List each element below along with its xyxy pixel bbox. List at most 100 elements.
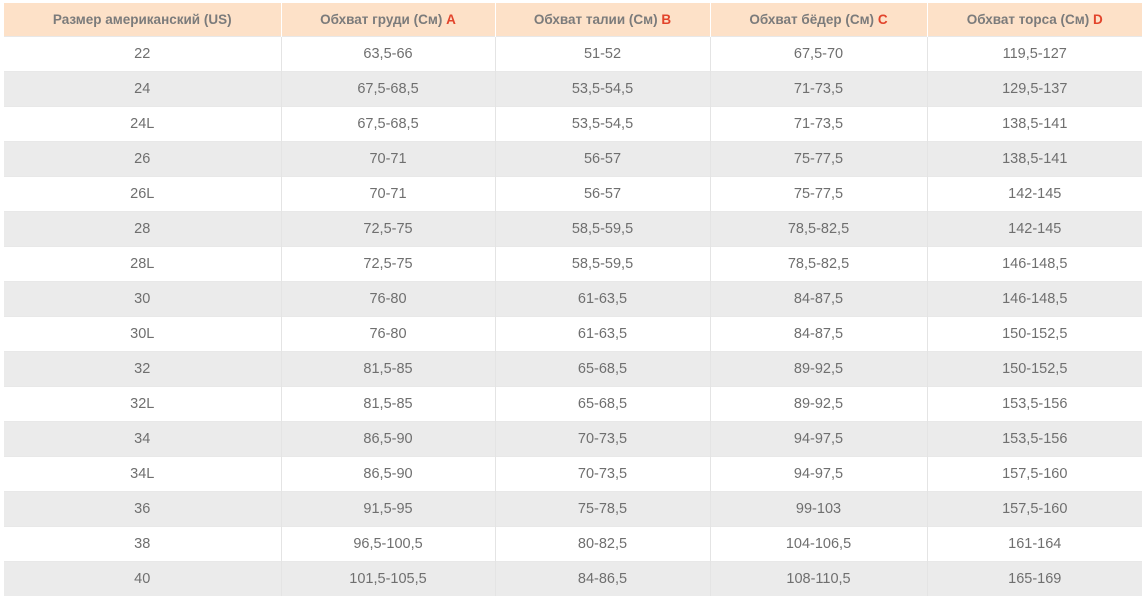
cell-waist: 53,5-54,5 [495, 106, 711, 142]
cell-us-size: 32 [4, 351, 282, 387]
header-chest: Обхват груди (См) A [281, 3, 496, 37]
cell-waist: 70-73,5 [495, 456, 711, 492]
cell-chest: 91,5-95 [281, 491, 496, 527]
cell-hips: 89-92,5 [710, 386, 928, 422]
table-row: 36 91,5-95 75-78,5 99-103 157,5-160 [4, 491, 1142, 527]
cell-chest: 86,5-90 [281, 456, 496, 492]
cell-chest: 67,5-68,5 [281, 71, 496, 107]
cell-torso: 150-152,5 [927, 351, 1142, 387]
cell-chest: 76-80 [281, 281, 496, 317]
cell-torso: 150-152,5 [927, 316, 1142, 352]
cell-hips: 78,5-82,5 [710, 211, 928, 247]
cell-chest: 72,5-75 [281, 211, 496, 247]
cell-torso: 161-164 [927, 526, 1142, 562]
table-row: 38 96,5-100,5 80-82,5 104-106,5 161-164 [4, 526, 1142, 562]
cell-us-size: 26 [4, 141, 282, 177]
cell-chest: 76-80 [281, 316, 496, 352]
header-label: Обхват бёдер (См) [749, 12, 875, 27]
cell-us-size: 38 [4, 526, 282, 562]
table-header: Размер американский (US) Обхват груди (См… [4, 3, 1142, 37]
cell-chest: 70-71 [281, 141, 496, 177]
header-torso: Обхват торса (См) D [927, 3, 1142, 37]
table-row: 26L 70-71 56-57 75-77,5 142-145 [4, 176, 1142, 212]
cell-us-size: 24L [4, 106, 282, 142]
cell-hips: 108-110,5 [710, 561, 928, 596]
cell-torso: 119,5-127 [927, 36, 1142, 72]
cell-hips: 71-73,5 [710, 71, 928, 107]
cell-hips: 99-103 [710, 491, 928, 527]
cell-chest: 81,5-85 [281, 351, 496, 387]
cell-torso: 153,5-156 [927, 421, 1142, 457]
cell-torso: 129,5-137 [927, 71, 1142, 107]
cell-torso: 142-145 [927, 176, 1142, 212]
cell-hips: 78,5-82,5 [710, 246, 928, 282]
cell-torso: 146-148,5 [927, 246, 1142, 282]
table-row: 30 76-80 61-63,5 84-87,5 146-148,5 [4, 281, 1142, 317]
table-row: 40 101,5-105,5 84-86,5 108-110,5 165-169 [4, 561, 1142, 596]
cell-chest: 72,5-75 [281, 246, 496, 282]
cell-torso: 142-145 [927, 211, 1142, 247]
header-label: Размер американский (US) [52, 12, 232, 27]
cell-chest: 81,5-85 [281, 386, 496, 422]
header-hips: Обхват бёдер (См) C [710, 3, 928, 37]
cell-waist: 61-63,5 [495, 316, 711, 352]
header-label: Обхват торса (См) [966, 12, 1090, 27]
cell-us-size: 22 [4, 36, 282, 72]
header-label: Обхват талии (См) [533, 12, 658, 27]
cell-waist: 58,5-59,5 [495, 246, 711, 282]
table-row: 28 72,5-75 58,5-59,5 78,5-82,5 142-145 [4, 211, 1142, 247]
cell-chest: 86,5-90 [281, 421, 496, 457]
cell-chest: 63,5-66 [281, 36, 496, 72]
cell-us-size: 30L [4, 316, 282, 352]
cell-hips: 84-87,5 [710, 316, 928, 352]
cell-waist: 65-68,5 [495, 386, 711, 422]
cell-hips: 75-77,5 [710, 176, 928, 212]
table-row: 32L 81,5-85 65-68,5 89-92,5 153,5-156 [4, 386, 1142, 422]
cell-waist: 58,5-59,5 [495, 211, 711, 247]
cell-hips: 75-77,5 [710, 141, 928, 177]
cell-waist: 56-57 [495, 176, 711, 212]
header-row: Размер американский (US) Обхват груди (См… [4, 3, 1142, 37]
cell-torso: 157,5-160 [927, 456, 1142, 492]
table-body: 22 63,5-66 51-52 67,5-70 119,5-127 24 67,5-68,… [4, 36, 1142, 596]
cell-waist: 56-57 [495, 141, 711, 177]
cell-chest: 101,5-105,5 [281, 561, 496, 596]
cell-us-size: 40 [4, 561, 282, 596]
cell-waist: 51-52 [495, 36, 711, 72]
cell-hips: 84-87,5 [710, 281, 928, 317]
cell-us-size: 30 [4, 281, 282, 317]
cell-us-size: 26L [4, 176, 282, 212]
cell-hips: 71-73,5 [710, 106, 928, 142]
table-row: 34 86,5-90 70-73,5 94-97,5 153,5-156 [4, 421, 1142, 457]
cell-us-size: 32L [4, 386, 282, 422]
cell-waist: 70-73,5 [495, 421, 711, 457]
cell-torso: 157,5-160 [927, 491, 1142, 527]
table-row: 30L 76-80 61-63,5 84-87,5 150-152,5 [4, 316, 1142, 352]
header-waist: Обхват талии (См) B [495, 3, 711, 37]
cell-waist: 53,5-54,5 [495, 71, 711, 107]
table-row: 34L 86,5-90 70-73,5 94-97,5 157,5-160 [4, 456, 1142, 492]
header-letter-mark: D [1093, 12, 1103, 27]
cell-hips: 104-106,5 [710, 526, 928, 562]
table-row: 28L 72,5-75 58,5-59,5 78,5-82,5 146-148,5 [4, 246, 1142, 282]
cell-us-size: 28L [4, 246, 282, 282]
table-row: 24L 67,5-68,5 53,5-54,5 71-73,5 138,5-141 [4, 106, 1142, 142]
table-row: 22 63,5-66 51-52 67,5-70 119,5-127 [4, 36, 1142, 72]
cell-hips: 89-92,5 [710, 351, 928, 387]
cell-torso: 138,5-141 [927, 106, 1142, 142]
cell-torso: 146-148,5 [927, 281, 1142, 317]
cell-chest: 96,5-100,5 [281, 526, 496, 562]
header-label: Обхват груди (См) [320, 12, 443, 27]
table-row: 26 70-71 56-57 75-77,5 138,5-141 [4, 141, 1142, 177]
cell-chest: 70-71 [281, 176, 496, 212]
cell-waist: 75-78,5 [495, 491, 711, 527]
cell-hips: 67,5-70 [710, 36, 928, 72]
cell-torso: 153,5-156 [927, 386, 1142, 422]
cell-chest: 67,5-68,5 [281, 106, 496, 142]
cell-waist: 84-86,5 [495, 561, 711, 596]
cell-waist: 65-68,5 [495, 351, 711, 387]
header-letter-mark: A [446, 12, 456, 27]
cell-us-size: 36 [4, 491, 282, 527]
table-row: 24 67,5-68,5 53,5-54,5 71-73,5 129,5-137 [4, 71, 1142, 107]
cell-us-size: 34 [4, 421, 282, 457]
